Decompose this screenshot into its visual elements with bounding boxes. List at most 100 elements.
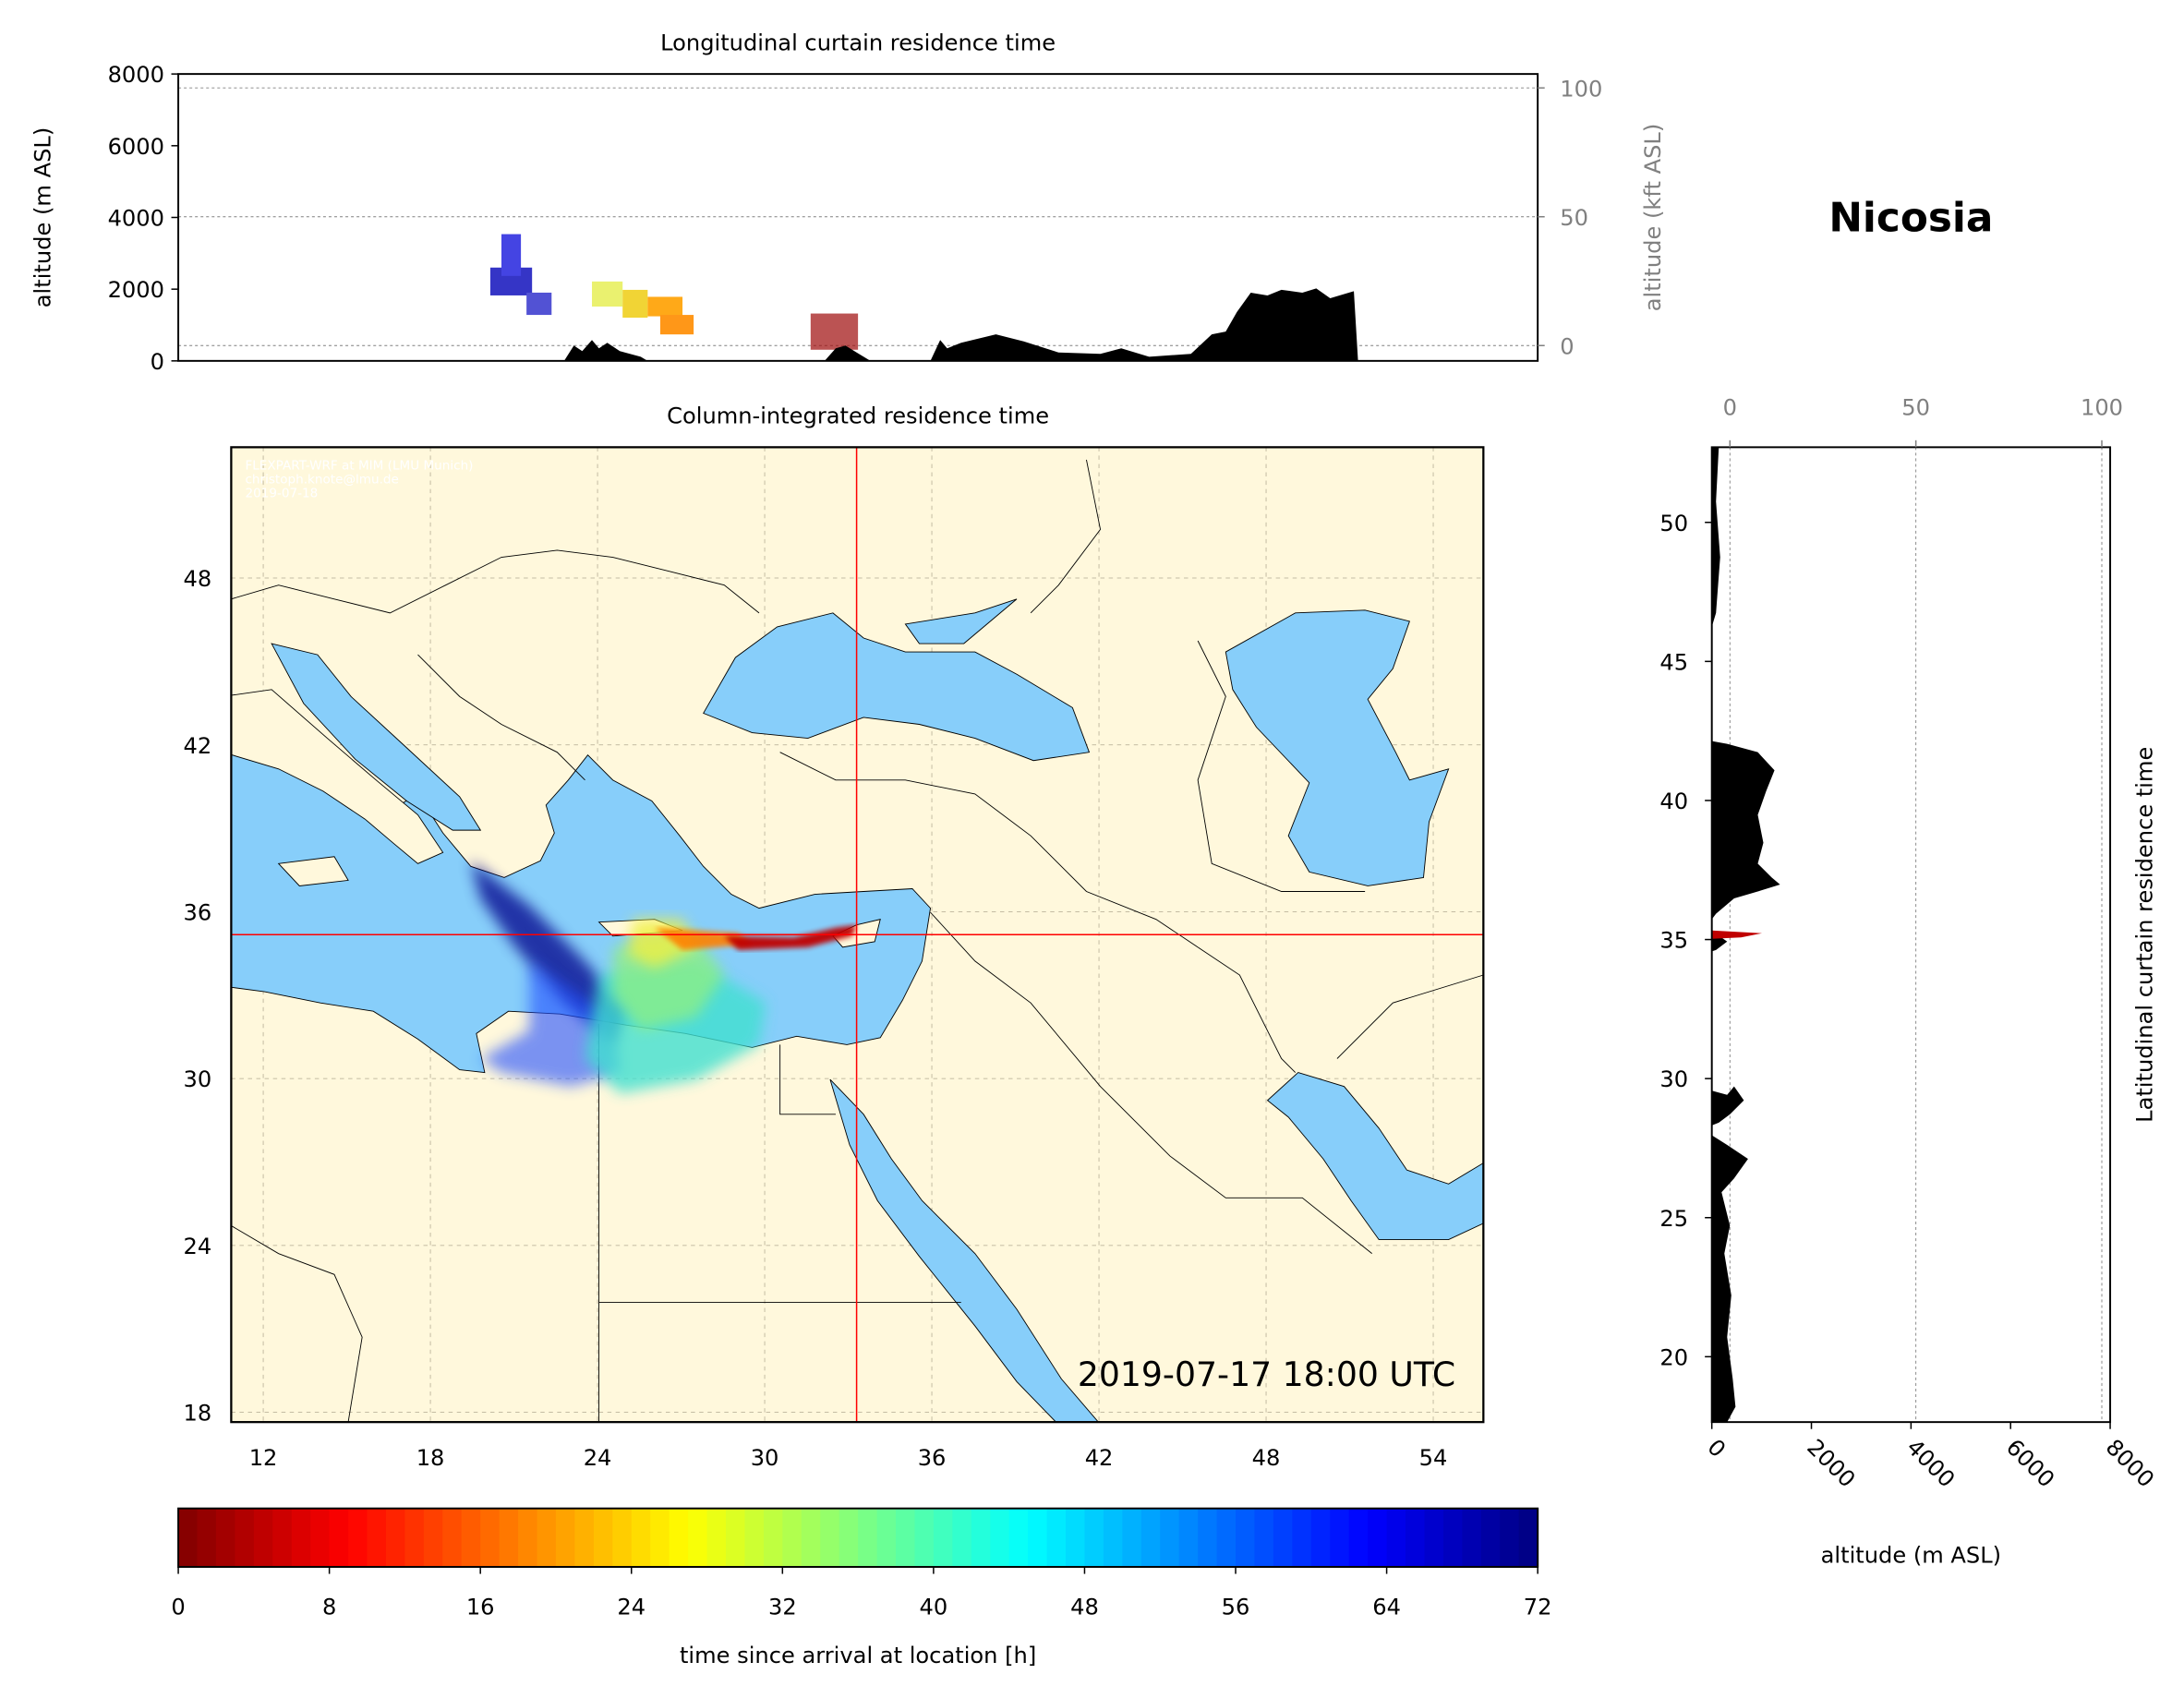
y-tick-label: 6000 [108, 134, 164, 160]
colorbar-segment [593, 1508, 614, 1568]
colorbar-segment [669, 1508, 690, 1568]
colorbar-segment [1500, 1508, 1520, 1568]
residence-block [526, 292, 552, 316]
y-tick-label: 4000 [108, 206, 164, 232]
latitudinal-curtain-panel: 20 25 30 35 40 45 50 0 2000 4000 6000 8000 0 50 100 al… [1659, 395, 2159, 1569]
caspian-sea [1225, 609, 1450, 886]
residence-plume [470, 861, 857, 1094]
kft-tick-label: 0 [1723, 395, 1737, 421]
y-right-tick-label: 50 [1560, 205, 1588, 231]
top-ylabel-right: altitude (kft ASL) [1640, 124, 1666, 311]
watermark-line: christoph.knote@lmu.de [245, 473, 398, 488]
lon-tick-label: 54 [1419, 1445, 1448, 1471]
residence-block [592, 281, 623, 307]
lon-tick-label: 12 [249, 1445, 278, 1471]
colorbar-segment [442, 1508, 463, 1568]
colorbar-segment [1518, 1508, 1539, 1568]
colorbar-segment [688, 1508, 708, 1568]
colorbar-segment [1140, 1508, 1162, 1568]
colorbar-tick-label: 32 [768, 1594, 797, 1620]
colorbar-segment [971, 1508, 992, 1568]
terrain-profile [1711, 447, 1780, 1423]
colorbar-segment [480, 1508, 501, 1568]
colorbar-tick-label: 40 [920, 1594, 948, 1620]
colorbar-segment [933, 1508, 954, 1568]
right-plot-frame [1710, 446, 2112, 1424]
colorbar-segment [895, 1508, 916, 1568]
watermark-line: FLEXPART-WRF at MIM (LMU Munich) [245, 458, 473, 473]
colorbar-segment [914, 1508, 935, 1568]
residence-block [501, 234, 522, 276]
colorbar-tick-label: 8 [322, 1594, 336, 1620]
right-title: Latitudinal curtain residence time [2131, 747, 2157, 1123]
colorbar-segment [1386, 1508, 1406, 1568]
colorbar-segment [291, 1508, 312, 1568]
longitudinal-title: Longitudinal curtain residence time [660, 30, 1056, 55]
colorbar-segment [1046, 1508, 1067, 1568]
colorbar-tick-label: 48 [1070, 1594, 1099, 1620]
alt-tick-label: 2000 [1802, 1434, 1860, 1492]
colorbar-segment [612, 1508, 633, 1568]
colorbar-segment [1028, 1508, 1048, 1568]
colorbar-tick-label: 0 [171, 1594, 185, 1620]
colorbar-segment [310, 1508, 331, 1568]
persian-gulf [1266, 1072, 1484, 1241]
colorbar-segment [272, 1508, 293, 1568]
colorbar-segment [1122, 1508, 1142, 1568]
country-borders [231, 459, 1484, 1423]
top-ylabel: altitude (m ASL) [30, 127, 55, 307]
lat-tick-label: 25 [1659, 1206, 1688, 1232]
colorbar-segment [555, 1508, 576, 1568]
colorbar-segment [1084, 1508, 1104, 1568]
colorbar-segment [876, 1508, 897, 1568]
sicily-land [277, 856, 349, 886]
black-sea [703, 598, 1091, 762]
plume-region [724, 924, 857, 950]
lat-tick-label: 40 [1659, 789, 1688, 814]
plume-region [654, 927, 753, 950]
colorbar-segment [423, 1508, 444, 1568]
colorbar-frame [177, 1507, 1539, 1569]
colorbar-segment [1198, 1508, 1218, 1568]
colorbar-segment [782, 1508, 802, 1568]
colorbar-segment [329, 1508, 349, 1568]
colorbar-segment [952, 1508, 972, 1568]
lat-tick-label: 24 [184, 1234, 212, 1259]
colorbar-segment [1103, 1508, 1124, 1568]
lat-tick-label: 30 [184, 1066, 212, 1092]
colorbar-segment [404, 1508, 425, 1568]
colorbar-segment [574, 1508, 595, 1568]
colorbar-segment [1368, 1508, 1388, 1568]
map-frame [230, 446, 1485, 1424]
station-name: Nicosia [1828, 195, 1993, 242]
y-tick-label: 0 [151, 349, 164, 375]
y-tick-label: 2000 [108, 277, 164, 303]
colorbar-segment [215, 1508, 236, 1568]
lat-tick-label: 48 [184, 566, 212, 592]
colorbar-segment [178, 1508, 199, 1568]
colorbar-segment [1424, 1508, 1444, 1568]
kft-tick-label: 50 [1901, 395, 1930, 421]
lat-tick-label: 20 [1659, 1344, 1688, 1370]
colorbar-segment [197, 1508, 217, 1568]
residence-block [622, 289, 648, 319]
colorbar-segment [725, 1508, 746, 1568]
lat-tick-label: 42 [184, 733, 212, 759]
residence-block [659, 315, 694, 335]
lat-tick-label: 45 [1659, 649, 1688, 675]
lat-tick-label: 50 [1659, 511, 1688, 536]
colorbar-segment [1292, 1508, 1312, 1568]
kft-tick-label: 100 [2081, 395, 2123, 421]
italy-land [231, 689, 444, 864]
y-right-tick-label: 0 [1560, 333, 1574, 359]
colorbar-tick-label: 72 [1524, 1594, 1552, 1620]
watermark: FLEXPART-WRF at MIM (LMU Munich) christo… [245, 458, 473, 500]
y-tick-label: 8000 [108, 62, 164, 88]
red-sea [829, 1078, 1099, 1423]
lon-tick-label: 42 [1085, 1445, 1114, 1471]
colorbar-tick-label: 16 [466, 1594, 495, 1620]
lat-tick-label: 35 [1659, 928, 1688, 954]
colorbar-segment [1442, 1508, 1464, 1568]
colorbar-segment [858, 1508, 878, 1568]
